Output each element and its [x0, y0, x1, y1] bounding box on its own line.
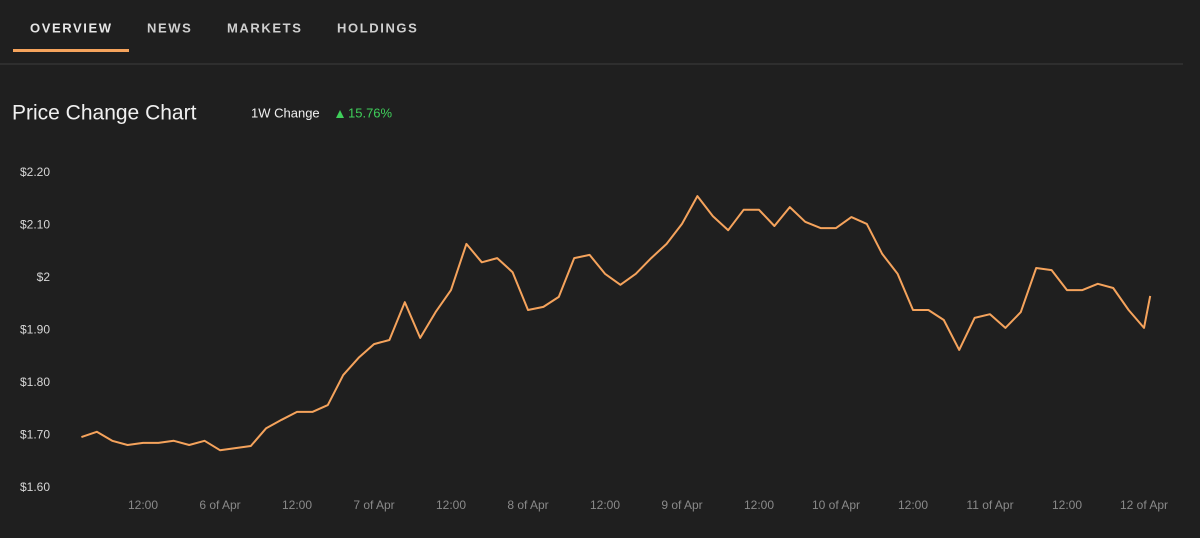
tab[interactable]: NEWS: [147, 20, 192, 35]
tab-bar: OVERVIEW NEWS MARKETS HOLDINGS: [30, 20, 418, 35]
change-label: 1W Change: [251, 105, 320, 120]
chart-title: Price Change Chart: [12, 102, 197, 125]
x-tick-label: 12 of Apr: [1120, 498, 1168, 512]
x-tick-label: 11 of Apr: [966, 498, 1013, 512]
y-tick-label: $1.60: [20, 480, 50, 494]
tab[interactable]: MARKETS: [227, 20, 302, 35]
price-line: [81, 195, 1152, 452]
x-tick-label: 12:00: [744, 498, 774, 512]
x-tick-label: 12:00: [590, 498, 620, 512]
x-tick-label: 12:00: [1052, 498, 1082, 512]
x-tick-label: 6 of Apr: [199, 498, 240, 512]
y-tick-label: $1.80: [20, 375, 50, 389]
y-tick-label: $2.10: [20, 218, 50, 232]
change-value: 15.76%: [348, 105, 393, 120]
y-tick-label: $2.20: [20, 165, 50, 179]
y-tick-label: $1.70: [20, 428, 50, 442]
x-tick-label: 9 of Apr: [661, 498, 702, 512]
y-tick-label: $1.90: [20, 323, 50, 337]
up-arrow: [336, 110, 344, 118]
x-tick-label: 12:00: [128, 498, 158, 512]
tab[interactable]: OVERVIEW: [30, 20, 113, 35]
active-tab-indicator: [13, 49, 129, 52]
x-tick-label: 12:00: [282, 498, 312, 512]
x-tick-label: 10 of Apr: [812, 498, 860, 512]
y-tick-label: $2: [37, 270, 51, 284]
tab[interactable]: HOLDINGS: [337, 20, 418, 35]
x-tick-label: 12:00: [436, 498, 466, 512]
x-tick-label: 8 of Apr: [507, 498, 548, 512]
x-tick-label: 12:00: [898, 498, 928, 512]
x-tick-label: 7 of Apr: [353, 498, 394, 512]
